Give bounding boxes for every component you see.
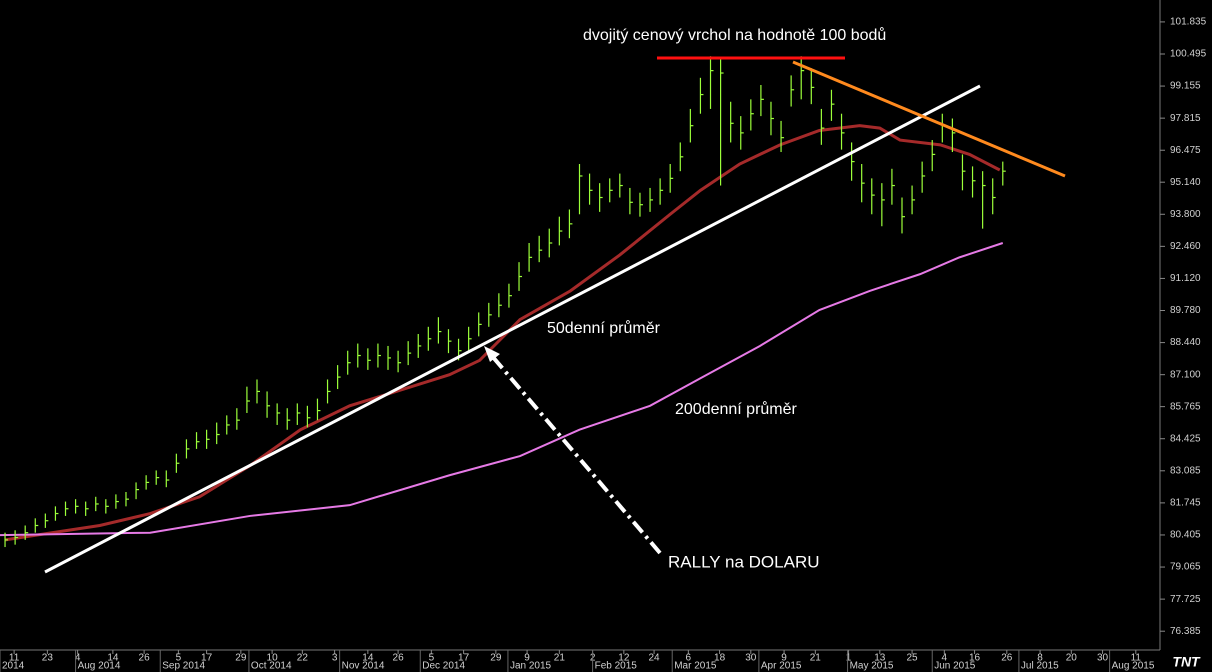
x-tick-label: 16 (969, 653, 981, 664)
x-tick-label: 29 (235, 653, 247, 664)
x-tick-label: 17 (201, 653, 213, 664)
arrow-head (484, 346, 500, 362)
x-tick-label: 11 (9, 653, 20, 664)
x-tick-label: 21 (554, 653, 566, 664)
logo: TNT (1172, 654, 1201, 670)
month-label: Jun 2015 (934, 661, 976, 672)
x-tick-label: 3 (332, 653, 338, 664)
month-label: Aug 2015 (1112, 661, 1155, 672)
y-tick-label: 93.800 (1170, 209, 1201, 220)
month-label: Dec 2014 (422, 661, 465, 672)
y-tick-label: 81.745 (1170, 498, 1201, 509)
x-tick-label: 17 (458, 653, 470, 664)
x-tick-label: 21 (810, 653, 822, 664)
month-label: Feb 2015 (595, 661, 638, 672)
x-tick-label: 10 (267, 653, 279, 664)
y-tick-label: 91.120 (1170, 273, 1201, 284)
x-tick-label: 18 (714, 653, 726, 664)
x-tick-label: 9 (524, 653, 530, 664)
y-tick-label: 84.425 (1170, 433, 1201, 444)
month-label: Jan 2015 (510, 661, 552, 672)
x-tick-label: 12 (618, 653, 630, 664)
x-tick-label: 5 (176, 653, 182, 664)
y-tick-label: 80.405 (1170, 530, 1201, 541)
x-tick-label: 29 (490, 653, 502, 664)
month-label: Apr 2015 (761, 661, 802, 672)
month-label: 2014 (2, 661, 25, 672)
x-tick-label: 6 (686, 653, 692, 664)
x-tick-label: 26 (1001, 653, 1013, 664)
y-tick-label: 88.440 (1170, 337, 1201, 348)
y-tick-label: 83.085 (1170, 465, 1201, 476)
x-tick-label: 13 (874, 653, 886, 664)
annotation: 50denní průměr (547, 319, 661, 337)
x-tick-label: 26 (393, 653, 405, 664)
month-label: May 2015 (850, 661, 894, 672)
x-tick-label: 11 (1131, 653, 1142, 664)
x-tick-label: 23 (42, 653, 54, 664)
y-tick-label: 97.815 (1170, 113, 1201, 124)
trend-line (44, 84, 981, 574)
x-tick-label: 20 (1066, 653, 1078, 664)
y-tick-label: 99.155 (1170, 81, 1201, 92)
month-label: Sep 2014 (162, 661, 205, 672)
y-tick-label: 77.725 (1170, 594, 1201, 605)
month-label: Mar 2015 (674, 661, 717, 672)
x-tick-label: 22 (297, 653, 309, 664)
x-tick-label: 9 (781, 653, 787, 664)
month-label: Jul 2015 (1021, 661, 1059, 672)
x-tick-label: 30 (745, 653, 757, 664)
annotation: dvojitý cenový vrchol na hodnotě 100 bod… (583, 26, 886, 44)
x-tick-label: 5 (429, 653, 435, 664)
month-label: Aug 2014 (78, 661, 121, 672)
downtrend-line (792, 60, 1066, 178)
x-tick-label: 8 (1037, 653, 1043, 664)
y-tick-label: 85.765 (1170, 401, 1201, 412)
y-tick-label: 101.835 (1170, 17, 1207, 28)
x-tick-label: 14 (362, 653, 374, 664)
y-tick-label: 92.460 (1170, 241, 1201, 252)
month-label: Nov 2014 (342, 661, 385, 672)
x-tick-label: 1 (846, 653, 852, 664)
x-tick-label: 4 (942, 653, 948, 664)
y-tick-label: 79.065 (1170, 562, 1201, 573)
y-tick-label: 76.385 (1170, 626, 1201, 637)
annotation: RALLY na DOLARU (668, 552, 820, 571)
x-tick-label: 25 (907, 653, 919, 664)
x-tick-label: 14 (107, 653, 119, 664)
arrow-shaft (490, 354, 662, 555)
y-tick-label: 87.100 (1170, 369, 1201, 380)
y-tick-label: 100.495 (1170, 49, 1207, 60)
y-tick-label: 96.475 (1170, 145, 1201, 156)
month-label: Oct 2014 (251, 661, 292, 672)
x-tick-label: 24 (649, 653, 661, 664)
annotation: 200denní průměr (675, 400, 798, 418)
x-tick-label: 4 (75, 653, 81, 664)
y-tick-label: 89.780 (1170, 305, 1201, 316)
x-tick-label: 30 (1097, 653, 1109, 664)
x-tick-label: 26 (139, 653, 151, 664)
moving-average (0, 242, 1004, 537)
y-tick-label: 95.140 (1170, 177, 1201, 188)
